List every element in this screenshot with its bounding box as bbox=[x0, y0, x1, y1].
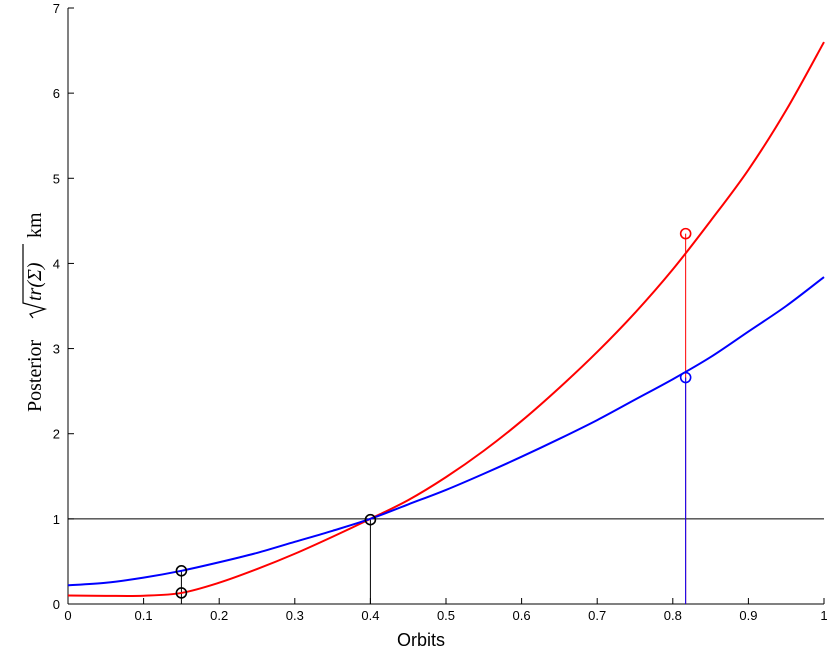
y-tick-label: 7 bbox=[53, 1, 60, 16]
x-tick-label: 0.9 bbox=[739, 608, 757, 623]
y-tick-label: 0 bbox=[53, 597, 60, 612]
x-tick-label: 0.5 bbox=[437, 608, 455, 623]
y-tick-label: 6 bbox=[53, 86, 60, 101]
x-tick-label: 0 bbox=[64, 608, 71, 623]
y-axis-label-prefix: Posterior bbox=[24, 339, 46, 412]
y-axis-label-unit: km bbox=[24, 212, 46, 238]
data-point-marker bbox=[175, 587, 188, 599]
tick-labels: 0 0.1 0.2 0.3 0.4 0.5 0.6 0.7 0.8 0.9 1 0 1 2 3 4 5 6 7 bbox=[53, 1, 828, 623]
data-point-marker bbox=[679, 371, 692, 384]
series-lines bbox=[67, 41, 825, 597]
x-tick-label: 0.6 bbox=[513, 608, 531, 623]
y-tick-label: 5 bbox=[53, 171, 60, 186]
y-tick-label: 3 bbox=[53, 342, 60, 357]
x-axis-label: Orbits bbox=[397, 630, 445, 650]
sqrt-symbol bbox=[22, 244, 48, 319]
y-axis-label: Posterior tr(Σ) km bbox=[22, 212, 48, 412]
data-point-marker bbox=[175, 564, 188, 577]
x-tick-label: 0.1 bbox=[135, 608, 153, 623]
axes bbox=[67, 7, 825, 605]
markers bbox=[175, 227, 692, 599]
x-tick-label: 0.7 bbox=[588, 608, 606, 623]
x-tick-label: 1 bbox=[820, 608, 827, 623]
y-axis-label-math: tr(Σ) bbox=[24, 262, 46, 301]
y-tick-label: 4 bbox=[53, 256, 60, 271]
x-tick-label: 0.2 bbox=[210, 608, 228, 623]
series-line-1 bbox=[67, 41, 825, 597]
x-tick-label: 0.4 bbox=[361, 608, 379, 623]
data-point-marker bbox=[679, 227, 692, 240]
y-tick-label: 2 bbox=[53, 427, 60, 442]
series-line-2 bbox=[67, 276, 825, 587]
drop-lines bbox=[180, 233, 687, 604]
data-point-marker bbox=[364, 513, 377, 526]
y-tick-label: 1 bbox=[53, 512, 60, 527]
x-tick-label: 0.3 bbox=[286, 608, 304, 623]
x-tick-label: 0.8 bbox=[664, 608, 682, 623]
